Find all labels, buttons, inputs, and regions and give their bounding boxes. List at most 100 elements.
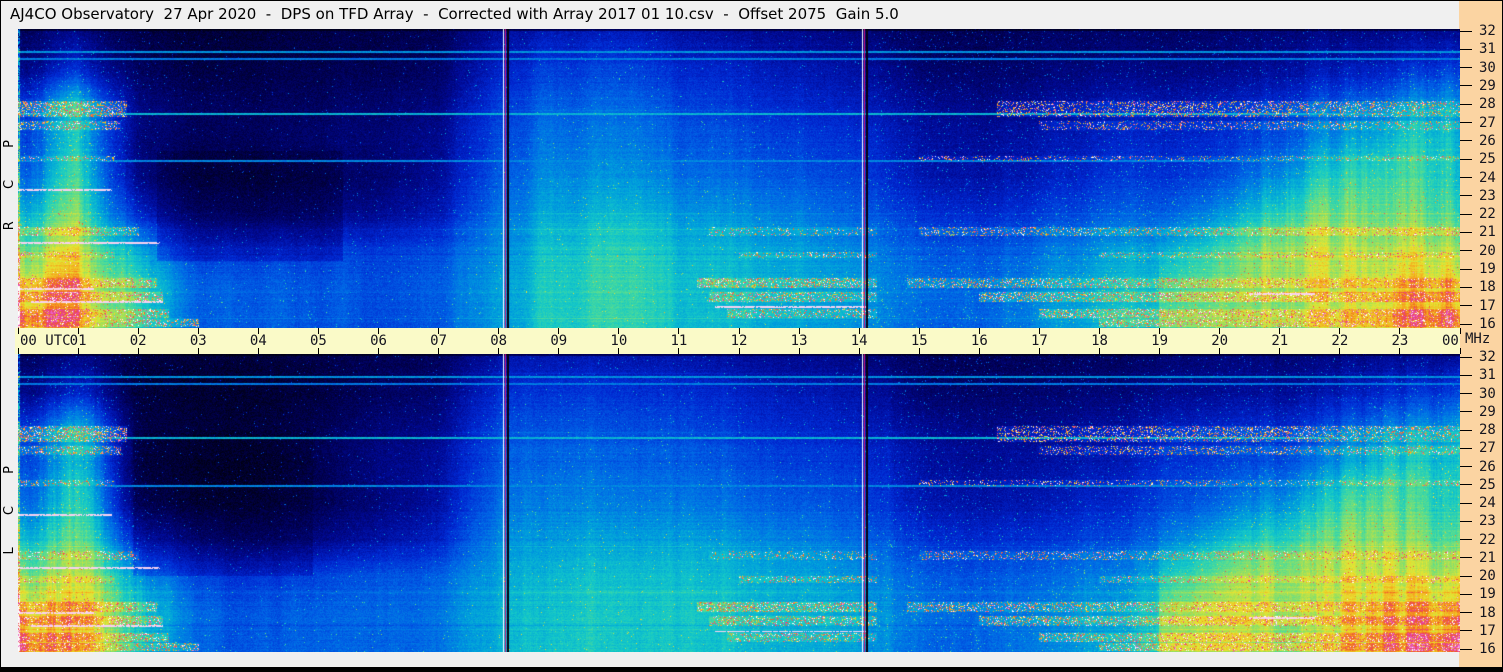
hour-tick-top bbox=[77, 328, 79, 334]
freq-label: 23 bbox=[1479, 513, 1496, 530]
freq-tick bbox=[1459, 593, 1472, 595]
hour-label: 16 bbox=[970, 333, 988, 349]
rcp-panel-label: R C P bbox=[1, 29, 17, 328]
hour-tick-bottom bbox=[678, 348, 680, 354]
freq-tick bbox=[1459, 103, 1472, 105]
hour-label: 15 bbox=[910, 333, 928, 349]
freq-tick bbox=[1459, 122, 1472, 124]
hour-tick-bottom bbox=[618, 348, 620, 354]
hour-tick-bottom bbox=[858, 348, 860, 354]
hour-tick-bottom bbox=[1159, 348, 1161, 354]
freq-tick bbox=[1459, 630, 1472, 632]
freq-label: 28 bbox=[1479, 422, 1496, 438]
hour-label: 19 bbox=[1151, 333, 1169, 349]
freq-label: 22 bbox=[1479, 531, 1496, 548]
page-title: AJ4CO Observatory 27 Apr 2020 - DPS on T… bbox=[10, 5, 899, 23]
hour-tick-bottom bbox=[17, 348, 19, 354]
freq-label: 31 bbox=[1479, 41, 1496, 58]
hour-tick-bottom bbox=[918, 348, 920, 354]
title-bar: AJ4CO Observatory 27 Apr 2020 - DPS on T… bbox=[1, 1, 1459, 28]
freq-label: 31 bbox=[1479, 367, 1496, 384]
hour-tick-top bbox=[678, 328, 680, 334]
freq-tick bbox=[1459, 48, 1472, 50]
freq-label: 16 bbox=[1479, 316, 1496, 332]
freq-label: 23 bbox=[1479, 187, 1496, 204]
hour-label: 21 bbox=[1271, 333, 1289, 349]
hour-tick-top bbox=[618, 328, 620, 334]
time-axis: 00 UTC 01 02 03 04 05 06 07 08 09 10 11 12 13 14 15 16 17… bbox=[15, 328, 1461, 354]
hour-tick-top bbox=[438, 328, 440, 334]
freq-tick bbox=[1459, 484, 1472, 486]
hour-tick-top bbox=[197, 328, 199, 334]
hour-label: 22 bbox=[1331, 333, 1349, 349]
freq-label: 20 bbox=[1479, 242, 1496, 259]
freq-tick bbox=[1459, 356, 1472, 358]
freq-label: 26 bbox=[1479, 132, 1496, 149]
lcp-spectrogram bbox=[18, 354, 1460, 652]
hour-tick-top bbox=[1279, 328, 1281, 334]
hour-tick-top bbox=[1219, 328, 1221, 334]
freq-tick bbox=[1459, 466, 1472, 467]
freq-label: 29 bbox=[1479, 77, 1496, 94]
freq-tick bbox=[1459, 67, 1472, 69]
freq-label: 19 bbox=[1479, 261, 1496, 278]
freq-label: 22 bbox=[1479, 206, 1496, 223]
hour-tick-bottom bbox=[1339, 348, 1341, 354]
hour-tick-bottom bbox=[498, 348, 500, 354]
hour-tick-top bbox=[1339, 328, 1341, 334]
lcp-label-text: L C P bbox=[1, 451, 17, 555]
freq-tick bbox=[1459, 539, 1472, 540]
frequency-axis: MHz 32 31 30 29 28 27 26 25 24 23 22 21 20 19 18 17 16 32… bbox=[1459, 1, 1502, 671]
freq-tick bbox=[1459, 429, 1472, 431]
hour-tick-bottom bbox=[317, 348, 319, 354]
freq-label: 21 bbox=[1479, 224, 1496, 241]
hour-tick-top bbox=[257, 328, 259, 334]
freq-label: 28 bbox=[1479, 96, 1496, 113]
freq-label: 21 bbox=[1479, 549, 1496, 566]
freq-label: 27 bbox=[1479, 114, 1496, 131]
freq-label: 30 bbox=[1479, 385, 1496, 402]
freq-label: 32 bbox=[1479, 349, 1496, 365]
freq-label: 24 bbox=[1479, 169, 1496, 186]
freq-tick bbox=[1459, 195, 1472, 197]
freq-label: 32 bbox=[1479, 23, 1496, 39]
freq-tick bbox=[1459, 575, 1472, 577]
hour-label: 02 bbox=[129, 333, 147, 349]
hour-tick-top bbox=[858, 328, 860, 334]
freq-tick bbox=[1459, 231, 1472, 233]
freq-label: 25 bbox=[1479, 476, 1496, 493]
freq-label: 20 bbox=[1479, 568, 1496, 584]
rcp-label-text: R C P bbox=[1, 126, 17, 231]
hour-tick-bottom bbox=[798, 348, 800, 354]
hour-label: 09 bbox=[550, 333, 568, 349]
hour-label: 06 bbox=[370, 333, 387, 349]
freq-tick bbox=[1459, 140, 1472, 142]
hour-tick-top bbox=[798, 328, 800, 334]
freq-label: 29 bbox=[1479, 403, 1496, 420]
hour-label: 23 bbox=[1391, 333, 1409, 349]
freq-label: 26 bbox=[1479, 458, 1496, 475]
hour-tick-bottom bbox=[1099, 348, 1100, 354]
freq-tick bbox=[1459, 557, 1472, 559]
hour-tick-top bbox=[1038, 328, 1040, 334]
hour-tick-bottom bbox=[558, 348, 560, 354]
freq-tick bbox=[1459, 85, 1472, 87]
freq-tick bbox=[1459, 158, 1472, 160]
rcp-spectrogram bbox=[18, 29, 1460, 328]
freq-label: 18 bbox=[1479, 279, 1496, 296]
hour-tick-top bbox=[918, 328, 920, 334]
hour-tick-bottom bbox=[137, 348, 139, 354]
freq-label: 30 bbox=[1479, 59, 1496, 76]
freq-tick bbox=[1459, 612, 1472, 613]
freq-tick bbox=[1459, 374, 1472, 376]
hour-tick-bottom bbox=[1399, 348, 1401, 354]
freq-label: 16 bbox=[1479, 641, 1496, 657]
freq-tick bbox=[1459, 30, 1472, 32]
hour-label: 04 bbox=[249, 333, 267, 349]
hour-label: 03 bbox=[189, 333, 207, 349]
hour-tick-bottom bbox=[257, 348, 259, 354]
freq-tick bbox=[1459, 411, 1472, 413]
freq-tick bbox=[1459, 520, 1472, 522]
freq-label: 17 bbox=[1479, 622, 1496, 639]
freq-tick bbox=[1459, 177, 1472, 178]
